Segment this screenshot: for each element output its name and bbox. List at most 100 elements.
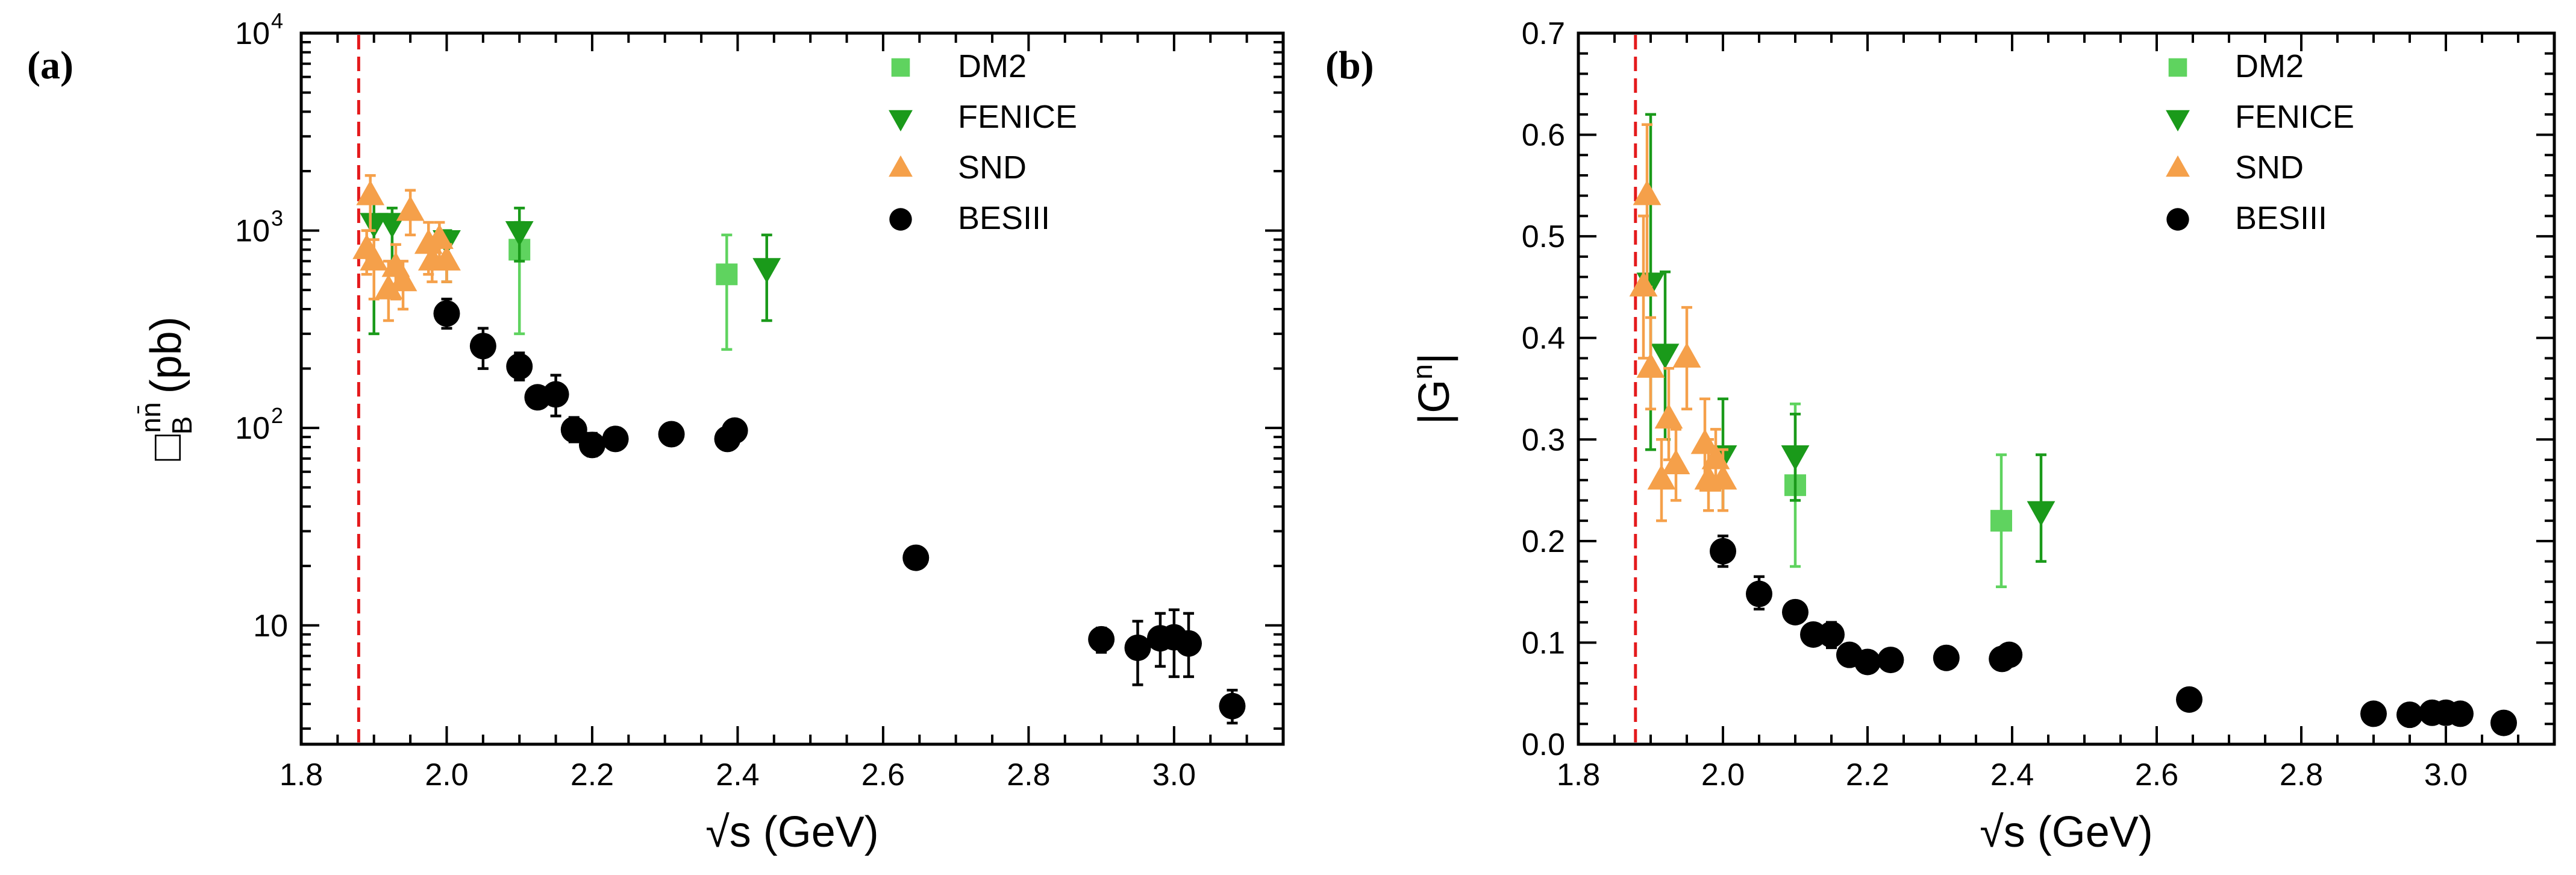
panel-b: (b)1.8 2.0 2.2 2.4 2.6 2.8 3.0√s (GeV)0.00.10.… <box>1325 16 2556 856</box>
x-axis-label: √s (GeV) <box>1980 808 2153 856</box>
data-point <box>1710 538 1736 565</box>
data-point <box>2447 700 2474 727</box>
y-tick-label: 0.2 <box>1522 524 1565 559</box>
data-point <box>469 333 496 360</box>
y-tick-label: 0.6 <box>1522 118 1565 153</box>
series-snd <box>1629 123 1737 522</box>
data-point <box>1088 626 1115 653</box>
data-point <box>902 544 930 571</box>
series-dm2 <box>1784 403 2012 588</box>
data-point <box>1629 271 1658 297</box>
legend-marker-fenice <box>889 110 913 132</box>
data-point <box>506 353 533 380</box>
legend-label: DM2 <box>2235 48 2304 84</box>
y-tick-label: 10 <box>235 16 270 51</box>
data-point <box>2490 709 2517 736</box>
legend-label: SND <box>2235 149 2304 186</box>
series-fenice <box>1636 113 2055 563</box>
x-tick-label: 2.6 <box>2135 757 2178 792</box>
y-tick-label: 0.5 <box>1522 219 1565 254</box>
legend-marker-snd <box>2166 155 2190 177</box>
data-point <box>1662 449 1690 475</box>
data-point <box>1996 641 2023 668</box>
legend-marker-dm2 <box>2168 58 2187 77</box>
data-point <box>1219 692 1246 720</box>
y-tick-label: 0.7 <box>1522 16 1565 51</box>
data-point <box>542 381 569 408</box>
legend-marker-snd <box>889 155 913 177</box>
data-point <box>1818 621 1845 648</box>
y-tick-label: 0.4 <box>1522 321 1565 356</box>
data-point <box>433 245 461 271</box>
data-point <box>1651 343 1680 369</box>
data-point <box>1746 580 1772 607</box>
x-tick-label: 2.2 <box>571 757 614 792</box>
data-point <box>1933 644 1960 671</box>
data-point <box>1990 510 2012 532</box>
data-point <box>1647 464 1676 490</box>
y-axis-label: |Gn| <box>1407 353 1458 424</box>
x-axis: 1.8 2.0 2.2 2.4 2.6 2.8 3.0 <box>280 33 1284 792</box>
y-tick-label: 10 <box>253 609 288 644</box>
legend-marker-besiii <box>889 208 912 231</box>
y-tick-exponent: 2 <box>271 403 283 428</box>
y-tick-label: 0.3 <box>1522 422 1565 457</box>
y-tick-exponent: 3 <box>271 206 283 231</box>
data-point <box>1633 180 1662 205</box>
data-point <box>425 224 454 249</box>
x-tick-label: 1.8 <box>1557 757 1600 792</box>
y-tick-label: 0.0 <box>1522 727 1565 762</box>
data-point <box>2027 501 2055 527</box>
x-tick-label: 2.0 <box>425 757 468 792</box>
data-point <box>716 263 738 286</box>
data-point <box>360 245 389 271</box>
data-point <box>396 195 425 221</box>
y-axis: 0.0 0.1 0.2 0.3 0.4 0.5 0.6 0.7 <box>1522 16 2554 762</box>
x-tick-label: 2.0 <box>1701 757 1745 792</box>
data-point <box>1854 648 1881 676</box>
data-point <box>360 213 389 239</box>
legend: DM2 FENICE SND BESIII <box>889 48 1077 236</box>
data-point <box>1636 353 1665 378</box>
data-point <box>1654 403 1683 429</box>
x-tick-label: 2.2 <box>1846 757 1889 792</box>
series-besiii <box>433 297 1246 725</box>
legend-label: FENICE <box>958 99 1077 135</box>
data-point <box>1708 464 1737 490</box>
legend-label: FENICE <box>2235 99 2354 135</box>
data-point <box>1690 428 1719 454</box>
series-snd <box>352 174 461 322</box>
x-axis: 1.8 2.0 2.2 2.4 2.6 2.8 3.0 <box>1557 33 2556 792</box>
data-point <box>721 417 748 444</box>
x-tick-label: 2.8 <box>1007 757 1050 792</box>
y-tick-exponent: 4 <box>271 8 283 33</box>
data-point <box>752 258 781 283</box>
plot-frame <box>1577 31 2556 746</box>
legend-marker-dm2 <box>891 58 910 77</box>
x-axis-label: √s (GeV) <box>705 808 879 856</box>
data-point <box>389 266 417 292</box>
panel-label: (b) <box>1325 43 1374 87</box>
legend-label: SND <box>958 149 1027 186</box>
x-tick-label: 2.4 <box>1990 757 2034 792</box>
x-tick-label: 3.0 <box>2424 757 2468 792</box>
panel-label: (a) <box>27 43 73 87</box>
data-point <box>1782 598 1809 626</box>
data-point <box>2396 701 2423 729</box>
x-tick-label: 2.8 <box>2280 757 2323 792</box>
y-tick-label: 10 <box>235 214 270 249</box>
data-point <box>602 425 629 453</box>
legend-marker-fenice <box>2166 110 2190 132</box>
x-tick-label: 1.8 <box>280 757 323 792</box>
x-tick-label: 2.6 <box>861 757 905 792</box>
data-point <box>433 300 460 327</box>
legend: DM2 FENICE SND BESIII <box>2166 48 2354 236</box>
x-tick-label: 3.0 <box>1152 757 1196 792</box>
data-point <box>560 416 587 444</box>
data-point <box>356 180 385 205</box>
data-point <box>1877 647 1904 674</box>
data-point <box>658 421 685 448</box>
